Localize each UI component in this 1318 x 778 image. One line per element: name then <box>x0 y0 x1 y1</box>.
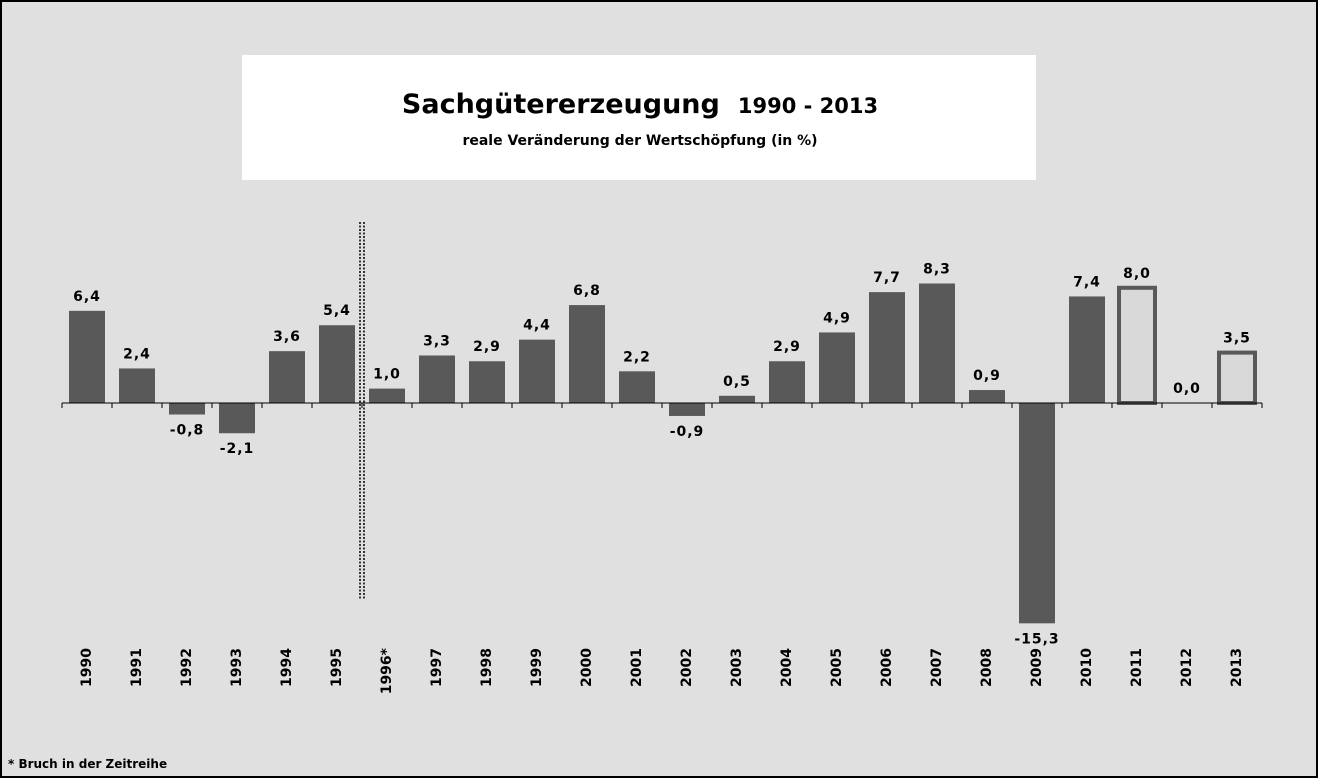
footnote: * Bruch in der Zeitreihe <box>8 757 167 771</box>
bar <box>969 390 1005 403</box>
value-label: -15,3 <box>1014 631 1059 647</box>
x-tick-label: 2003 <box>729 648 745 687</box>
x-tick-label: 2000 <box>579 648 595 687</box>
value-label: 6,4 <box>73 289 101 305</box>
value-label: 6,8 <box>573 283 601 299</box>
x-tick-label: 1994 <box>279 648 295 687</box>
bar <box>369 388 405 403</box>
bar <box>469 361 505 403</box>
bar <box>619 371 655 403</box>
x-tick-label: 1990 <box>79 648 95 687</box>
value-label: 7,7 <box>873 270 901 286</box>
x-tick-label: 2008 <box>979 648 995 687</box>
value-label: 1,0 <box>373 367 401 383</box>
x-tick-label: 2011 <box>1129 648 1145 687</box>
x-tick-label: 1998 <box>479 648 495 687</box>
value-label: 3,5 <box>1223 331 1251 347</box>
bar <box>119 368 155 403</box>
value-label: 2,4 <box>123 346 151 362</box>
bar <box>1217 350 1257 406</box>
chart-title: Sachgütererzeugung 1990 - 2013 <box>402 89 878 120</box>
bar <box>219 403 255 434</box>
x-tick-label: 1992 <box>179 648 195 687</box>
x-tick-label: 2005 <box>829 648 845 687</box>
x-tick-label: 2001 <box>629 648 645 687</box>
bar <box>719 395 755 403</box>
value-label: -0,9 <box>670 424 705 440</box>
title-box <box>242 55 1036 180</box>
x-tick-label: 2004 <box>779 648 795 687</box>
bar <box>69 310 105 403</box>
bar <box>1069 296 1105 403</box>
value-label: 0,5 <box>723 374 751 390</box>
bar <box>769 361 805 403</box>
x-tick-label: 1999 <box>529 648 545 687</box>
x-tick-label: 2013 <box>1229 648 1245 687</box>
value-label: 8,0 <box>1123 266 1151 282</box>
bar <box>519 339 555 403</box>
x-tick-label: 1991 <box>129 648 145 687</box>
value-label: 3,3 <box>423 333 451 349</box>
x-tick-label: 2009 <box>1029 648 1045 687</box>
x-tick-label: 2002 <box>679 648 695 687</box>
title: Sachgütererzeugung <box>402 89 720 120</box>
x-tick-label: 2007 <box>929 648 945 687</box>
x-tick-label: 1993 <box>229 648 245 687</box>
x-tick-label: 1996* <box>379 647 395 694</box>
bar <box>1019 403 1055 624</box>
bar <box>819 332 855 403</box>
bar <box>319 325 355 403</box>
x-tick-label: 1997 <box>429 648 445 687</box>
value-label: -0,8 <box>170 423 205 439</box>
value-label: 2,9 <box>473 339 501 355</box>
value-label: 4,4 <box>523 318 551 334</box>
bar <box>1117 285 1157 405</box>
value-label: 2,2 <box>623 349 651 365</box>
bar <box>869 292 905 403</box>
value-label: 8,3 <box>923 261 951 277</box>
value-label: -2,1 <box>220 441 255 457</box>
value-label: 3,6 <box>273 329 301 345</box>
subtitle: reale Veränderung der Wertschöpfung (in … <box>462 133 817 149</box>
x-tick-label: 1995 <box>329 648 345 687</box>
bar <box>569 305 605 403</box>
bar <box>669 403 705 416</box>
title-period: 1990 - 2013 <box>738 94 878 118</box>
value-label: 0,9 <box>973 368 1001 384</box>
x-tick-label: 2012 <box>1179 648 1195 687</box>
x-tick-label: 2010 <box>1079 648 1095 687</box>
bar <box>269 351 305 403</box>
bar <box>419 355 455 403</box>
x-tick-label: 2006 <box>879 648 895 687</box>
value-label: 4,9 <box>823 310 851 326</box>
value-label: 0,0 <box>1173 381 1201 397</box>
value-label: 5,4 <box>323 303 351 319</box>
value-label: 7,4 <box>1073 274 1101 290</box>
bar <box>169 403 205 415</box>
bar <box>919 283 955 403</box>
value-label: 2,9 <box>773 339 801 355</box>
